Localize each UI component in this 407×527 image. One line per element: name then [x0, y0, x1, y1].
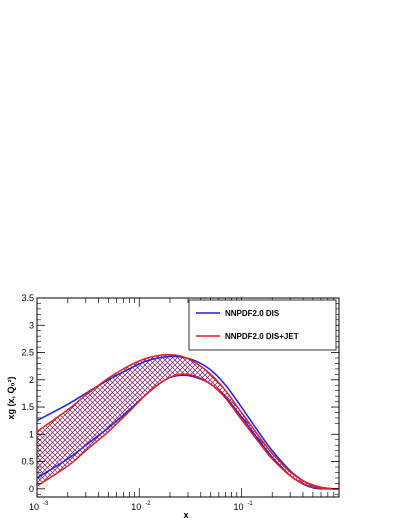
x-tick-label: 10	[131, 502, 141, 512]
x-tick-exponent: -1	[247, 501, 253, 507]
y-tick-label: 0	[29, 484, 34, 494]
legend-label-dis-jet: NNPDF2.0 DIS+JET	[225, 332, 299, 341]
band-dis-jet	[37, 354, 339, 489]
y-tick-label: 0.5	[21, 457, 34, 467]
legend-label-dis: NNPDF2.0 DIS	[225, 309, 280, 318]
series-line-dis-jet-upper	[37, 353, 339, 490]
legend-box	[188, 299, 337, 351]
series-line-dis-jet-lower	[37, 373, 339, 490]
y-axis-title: xg (x, Q₀²)	[6, 376, 16, 419]
series-lines	[37, 353, 339, 490]
x-tick-label: 10	[233, 502, 243, 512]
y-tick-label: 1	[29, 429, 34, 439]
legend: NNPDF2.0 DIS NNPDF2.0 DIS+JET	[188, 299, 337, 351]
x-tick-exponent: -2	[145, 501, 151, 507]
x-axis-title: x	[183, 510, 188, 520]
y-tick-label: 3	[29, 320, 34, 330]
y-tick-label: 3.5	[21, 293, 34, 303]
band-layer	[37, 354, 339, 489]
x-tick-exponent: -3	[43, 501, 49, 507]
y-tick-label: 1.5	[21, 402, 34, 412]
y-tick-label: 2.5	[21, 348, 34, 358]
x-tick-label: 10	[29, 502, 39, 512]
y-tick-label: 2	[29, 375, 34, 385]
